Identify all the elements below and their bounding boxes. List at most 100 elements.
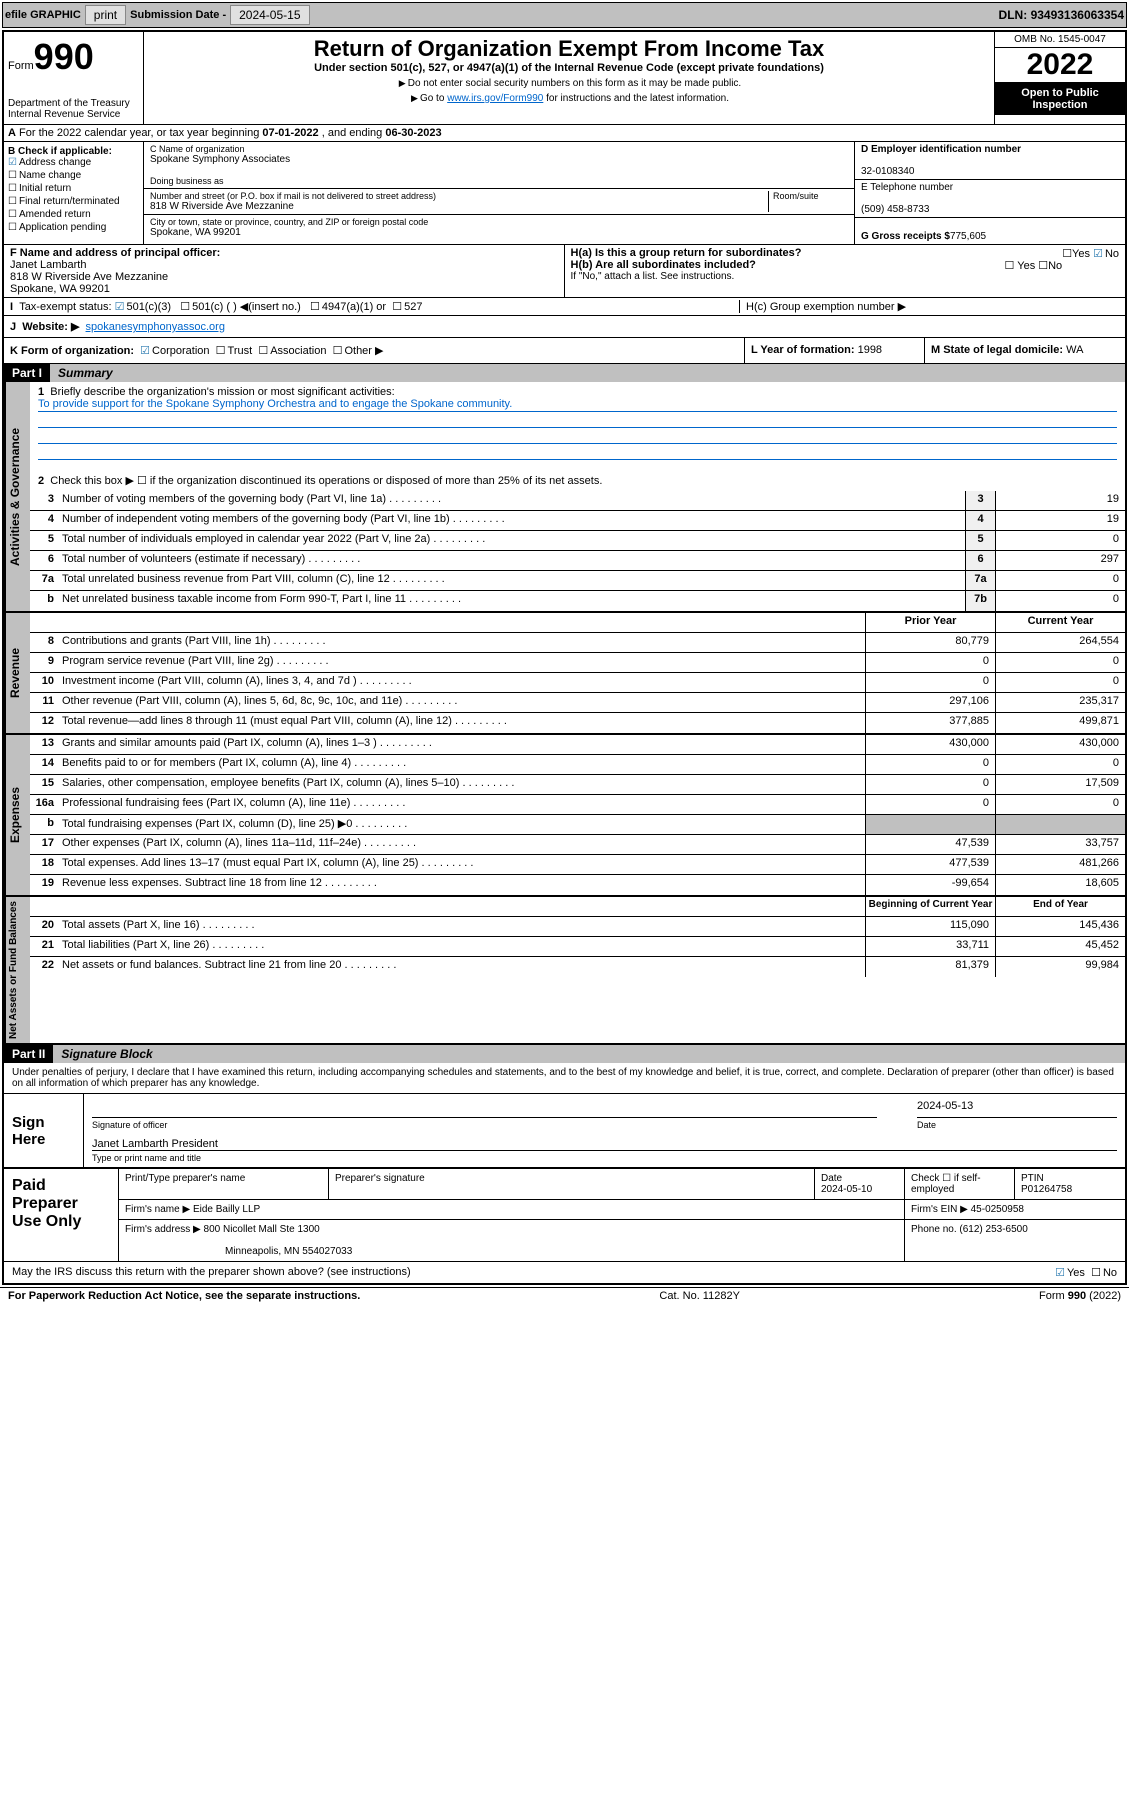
summary-row: 18Total expenses. Add lines 13–17 (must … [30, 855, 1125, 875]
form-number: Form990 [8, 36, 139, 78]
summary-row: 12Total revenue—add lines 8 through 11 (… [30, 713, 1125, 733]
penalties-statement: Under penalties of perjury, I declare th… [4, 1063, 1125, 1094]
summary-row: bTotal fundraising expenses (Part IX, co… [30, 815, 1125, 835]
sidelabel-expenses: Expenses [4, 735, 30, 895]
col-c-org-info: C Name of organization Spokane Symphony … [144, 142, 855, 244]
section-expenses: Expenses 13Grants and similar amounts pa… [4, 735, 1125, 897]
row-f-h: F Name and address of principal officer:… [4, 244, 1125, 297]
chk-application[interactable]: Application pending [8, 222, 139, 233]
chk-discuss-no[interactable]: No [1091, 1266, 1117, 1279]
summary-row: 7aTotal unrelated business revenue from … [30, 571, 1125, 591]
open-inspection: Open to Public Inspection [995, 83, 1125, 115]
irs-link[interactable]: www.irs.gov/Form990 [447, 93, 543, 104]
mission-text: To provide support for the Spokane Symph… [38, 398, 1117, 412]
summary-row: 3Number of voting members of the governi… [30, 491, 1125, 511]
department: Department of the Treasury Internal Reve… [8, 98, 139, 120]
note-ssn: Do not enter social security numbers on … [148, 78, 990, 89]
org-website-link[interactable]: spokanesymphonyassoc.org [86, 321, 225, 333]
part-i-header: Part I Summary [4, 364, 1125, 382]
submission-date: 2024-05-15 [230, 5, 309, 25]
revenue-header-row: Prior Year Current Year [30, 613, 1125, 633]
chk-trust[interactable]: Trust [216, 345, 253, 357]
city-cell: City or town, state or province, country… [144, 215, 854, 240]
chk-address-change[interactable]: Address change [8, 157, 139, 168]
form-of-org: K Form of organization: Corporation Trus… [4, 338, 745, 363]
form-title: Return of Organization Exempt From Incom… [148, 36, 990, 62]
page-footer: For Paperwork Reduction Act Notice, see … [0, 1287, 1129, 1304]
chk-corporation[interactable]: Corporation [140, 345, 209, 357]
summary-row: 21Total liabilities (Part X, line 26)33,… [30, 937, 1125, 957]
dln-label: DLN: [999, 8, 1028, 22]
summary-row: 4Number of independent voting members of… [30, 511, 1125, 531]
year-formation: L Year of formation: 1998 [745, 338, 925, 363]
chk-name-change[interactable]: Name change [8, 170, 139, 181]
summary-row: 8Contributions and grants (Part VIII, li… [30, 633, 1125, 653]
col-d-ein-phone: D Employer identification number 32-0108… [855, 142, 1125, 244]
sign-here-label: Sign Here [4, 1094, 84, 1167]
chk-501c3[interactable]: 501(c)(3) [115, 301, 172, 313]
form-header: Form990 Department of the Treasury Inter… [4, 32, 1125, 125]
section-b-to-g: B Check if applicable: Address change Na… [4, 142, 1125, 244]
header-middle: Return of Organization Exempt From Incom… [144, 32, 995, 124]
section-net-assets: Net Assets or Fund Balances Beginning of… [4, 897, 1125, 1045]
summary-row: 11Other revenue (Part VIII, column (A), … [30, 693, 1125, 713]
chk-initial-return[interactable]: Initial return [8, 183, 139, 194]
top-bar: efile GRAPHIC print Submission Date - 20… [2, 2, 1127, 28]
header-left: Form990 Department of the Treasury Inter… [4, 32, 144, 124]
chk-501c[interactable]: 501(c) ( ) ◀(insert no.) [180, 301, 301, 313]
hdr-beginning-year: Beginning of Current Year [865, 897, 995, 916]
paid-preparer-label: Paid Preparer Use Only [4, 1169, 119, 1261]
chk-527[interactable]: 527 [392, 301, 422, 313]
print-button[interactable]: print [85, 5, 126, 25]
summary-row: 14Benefits paid to or for members (Part … [30, 755, 1125, 775]
sidelabel-activities: Activities & Governance [4, 382, 30, 611]
hdr-prior-year: Prior Year [865, 613, 995, 632]
note-link: Go to www.irs.gov/Form990 for instructio… [148, 93, 990, 104]
gross-receipts: G Gross receipts $775,605 [855, 218, 1125, 244]
chk-association[interactable]: Association [258, 345, 326, 357]
footer-form-no: Form 990 (2022) [1039, 1290, 1121, 1302]
sidelabel-net-assets: Net Assets or Fund Balances [4, 897, 30, 1043]
summary-row: 22Net assets or fund balances. Subtract … [30, 957, 1125, 977]
chk-amended[interactable]: Amended return [8, 209, 139, 220]
summary-row: bNet unrelated business taxable income f… [30, 591, 1125, 611]
street-cell: Number and street (or P.O. box if mail i… [144, 189, 854, 215]
row-i-tax-status: I Tax-exempt status: 501(c)(3) 501(c) ( … [4, 297, 1125, 315]
summary-row: 5Total number of individuals employed in… [30, 531, 1125, 551]
dln: DLN: 93493136063354 [999, 8, 1124, 22]
section-activities-governance: Activities & Governance 1 Briefly descri… [4, 382, 1125, 613]
form-subtitle: Under section 501(c), 527, or 4947(a)(1)… [148, 62, 990, 74]
section-revenue: Revenue Prior Year Current Year 8Contrib… [4, 613, 1125, 735]
omb-number: OMB No. 1545-0047 [995, 32, 1125, 48]
col-b-checkboxes: B Check if applicable: Address change Na… [4, 142, 144, 244]
submission-label: Submission Date - [130, 9, 226, 21]
chk-4947[interactable]: 4947(a)(1) or [310, 301, 386, 313]
form-990: Form990 Department of the Treasury Inter… [2, 30, 1127, 1285]
tax-year: 2022 [995, 48, 1125, 83]
may-discuss-row: May the IRS discuss this return with the… [4, 1261, 1125, 1283]
summary-row: 13Grants and similar amounts paid (Part … [30, 735, 1125, 755]
row-k-l-m: K Form of organization: Corporation Trus… [4, 337, 1125, 364]
mission-block: 1 Briefly describe the organization's mi… [30, 382, 1125, 491]
row-a-tax-year: A For the 2022 calendar year, or tax yea… [4, 125, 1125, 142]
chk-final-return[interactable]: Final return/terminated [8, 196, 139, 207]
hc-group-exemption: H(c) Group exemption number ▶ [739, 300, 1119, 313]
chk-discuss-yes[interactable]: Yes [1055, 1266, 1085, 1279]
sign-here-block: Sign Here Signature of officer 2024-05-1… [4, 1094, 1125, 1168]
summary-row: 17Other expenses (Part IX, column (A), l… [30, 835, 1125, 855]
part-ii-header: Part II Signature Block [4, 1045, 1125, 1063]
efile-label: efile GRAPHIC [5, 9, 81, 21]
header-right: OMB No. 1545-0047 2022 Open to Public In… [995, 32, 1125, 124]
footer-paperwork: For Paperwork Reduction Act Notice, see … [8, 1290, 360, 1302]
summary-row: 6Total number of volunteers (estimate if… [30, 551, 1125, 571]
paid-preparer-block: Paid Preparer Use Only Print/Type prepar… [4, 1168, 1125, 1261]
principal-officer: F Name and address of principal officer:… [4, 245, 565, 297]
summary-row: 16aProfessional fundraising fees (Part I… [30, 795, 1125, 815]
chk-other[interactable]: Other ▶ [333, 345, 384, 357]
footer-cat-no: Cat. No. 11282Y [659, 1290, 740, 1302]
row-j-website: J Website: ▶ spokanesymphonyassoc.org [4, 315, 1125, 337]
summary-row: 9Program service revenue (Part VIII, lin… [30, 653, 1125, 673]
dln-value: 93493136063354 [1031, 8, 1124, 22]
ein-cell: D Employer identification number 32-0108… [855, 142, 1125, 180]
state-domicile: M State of legal domicile: WA [925, 338, 1125, 363]
